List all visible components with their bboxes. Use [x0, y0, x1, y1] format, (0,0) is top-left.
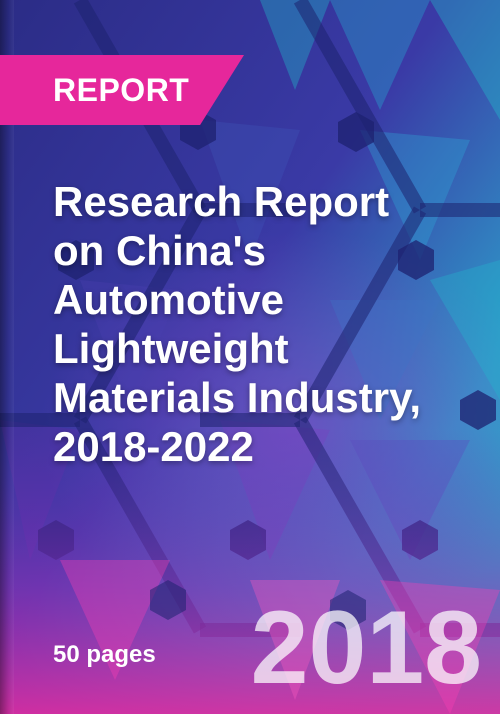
book-spine-shadow	[0, 0, 14, 714]
page-count: 50 pages	[53, 641, 156, 668]
report-title: Research Report on China's Automotive Li…	[53, 178, 483, 472]
title-line: Automotive	[53, 275, 284, 323]
title-line: Materials Industry,	[53, 373, 421, 421]
title-line: 2018-2022	[53, 422, 254, 470]
title-line: Lightweight	[53, 324, 289, 372]
title-line: Research Report	[53, 178, 390, 225]
report-badge	[0, 55, 244, 125]
publication-year: 2018	[250, 590, 482, 706]
report-badge-label: REPORT	[53, 72, 190, 108]
title-line: on China's	[53, 226, 266, 274]
